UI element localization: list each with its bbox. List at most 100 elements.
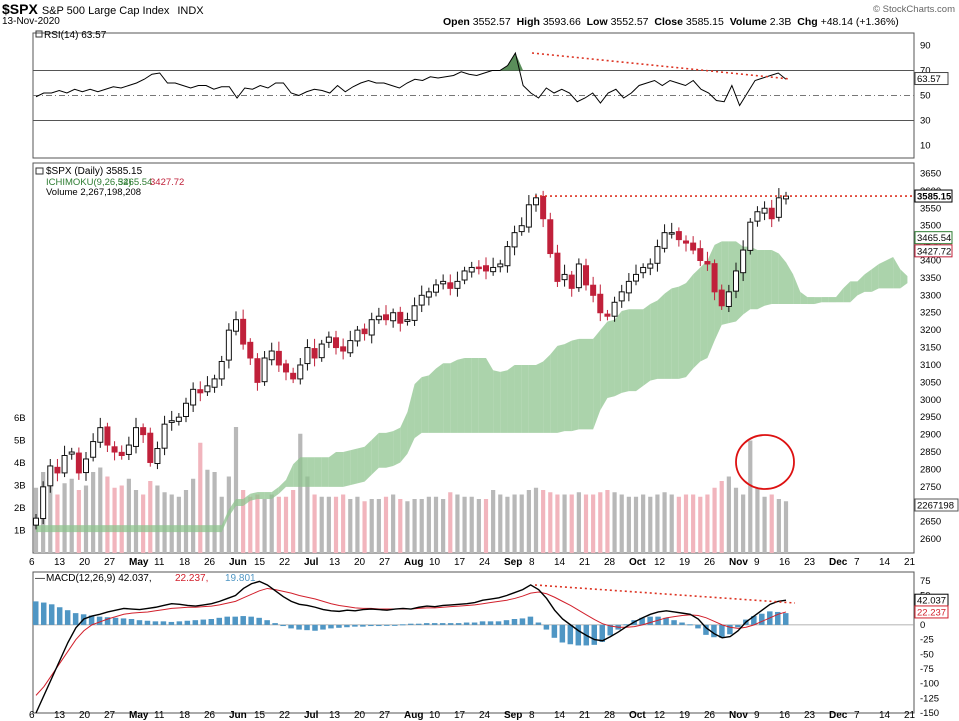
x-axis-label: 22 bbox=[279, 557, 291, 568]
volume-tick-label: 1B bbox=[14, 526, 26, 537]
ichimoku-cloud-segment bbox=[800, 291, 808, 305]
open-value: 3552.57 bbox=[472, 16, 511, 28]
volume-bar bbox=[298, 433, 303, 553]
macd-histogram-bar bbox=[455, 623, 462, 625]
volume-bar bbox=[348, 499, 353, 553]
price-tag-text: 3465.54 bbox=[917, 233, 951, 244]
macd-histogram-bar bbox=[439, 623, 446, 625]
macd-panel-frame bbox=[32, 571, 915, 714]
volume-bar bbox=[605, 490, 610, 553]
x-axis-label-bottom: 14 bbox=[879, 710, 891, 721]
ichimoku-cloud-segment bbox=[407, 384, 415, 454]
volume-bar bbox=[376, 499, 381, 553]
volume-bar bbox=[519, 494, 524, 553]
candle-body bbox=[233, 319, 239, 332]
macd-histogram-bar bbox=[48, 604, 55, 625]
macd-histogram-bar bbox=[312, 624, 318, 631]
ichimoku-cloud-segment bbox=[521, 364, 529, 433]
ichimoku-cloud-segment bbox=[814, 297, 822, 305]
macd-histogram-bar bbox=[152, 621, 159, 625]
volume-bar bbox=[176, 496, 181, 553]
price-tag-text: 2267198 bbox=[917, 501, 954, 512]
rsi-tick-label: 30 bbox=[920, 116, 931, 127]
ichimoku-cloud-segment bbox=[243, 493, 251, 506]
volume-bar bbox=[262, 499, 267, 553]
ichimoku-cloud-segment bbox=[100, 525, 108, 533]
ichimoku-cloud-segment bbox=[421, 375, 429, 433]
x-axis-label-bottom: Jun bbox=[229, 710, 247, 721]
macd-histogram-bar bbox=[144, 620, 151, 625]
volume-bar bbox=[183, 490, 189, 553]
candle-body bbox=[625, 280, 632, 294]
macd-histogram-bar bbox=[368, 624, 374, 627]
volume-bar bbox=[133, 490, 139, 553]
candle-body bbox=[440, 280, 447, 285]
volume-tick-label: 4B bbox=[14, 458, 26, 469]
ichimoku-cloud-segment bbox=[836, 288, 844, 303]
ichimoku-cloud-segment bbox=[43, 525, 51, 533]
price-tick-label: 2950 bbox=[920, 412, 941, 423]
ichimoku-cloud-segment bbox=[514, 364, 522, 433]
macd-histogram-bar bbox=[216, 617, 223, 625]
ichimoku-cloud-segment bbox=[871, 263, 879, 292]
price-tag-text: 3585.15 bbox=[917, 192, 952, 203]
x-axis-label-bottom: 27 bbox=[104, 710, 116, 721]
volume-bar bbox=[548, 492, 553, 553]
ichimoku-cloud-segment bbox=[86, 525, 94, 533]
volume-bar bbox=[562, 494, 567, 553]
volume-bar bbox=[698, 496, 703, 553]
ohlc-readout: Open 3552.57 High 3593.66 Low 3552.57 Cl… bbox=[443, 16, 899, 28]
volume-bar bbox=[583, 494, 589, 553]
macd-histogram-bar bbox=[687, 624, 693, 626]
volume-bar bbox=[312, 494, 317, 553]
ichimoku-cloud-segment bbox=[557, 344, 565, 433]
symbol-title: $SPX S&P 500 Large Cap Index INDX bbox=[2, 1, 204, 17]
x-axis-label: Sep bbox=[504, 557, 522, 568]
candle-body bbox=[383, 314, 389, 321]
low-label: Low bbox=[586, 16, 608, 28]
volume-bar bbox=[726, 476, 731, 553]
candle-body bbox=[211, 378, 218, 388]
candle-body bbox=[290, 372, 297, 380]
macd-histogram-bar bbox=[719, 624, 725, 638]
ichimoku-cloud-segment bbox=[750, 246, 758, 310]
volume-bar bbox=[169, 494, 174, 553]
ichimoku-cloud-segment bbox=[864, 269, 872, 292]
volume-bar bbox=[633, 496, 639, 553]
volume-bar bbox=[505, 496, 510, 553]
candle-body bbox=[461, 270, 468, 281]
macd-histogram-bar bbox=[328, 624, 334, 629]
candle-body bbox=[768, 207, 775, 220]
ichimoku-cloud-segment bbox=[171, 525, 179, 533]
volume-bar bbox=[783, 501, 789, 553]
macd-histogram-bar bbox=[344, 624, 350, 628]
candle-body bbox=[361, 328, 368, 335]
ichimoku-cloud-segment bbox=[64, 525, 72, 533]
macd-histogram-bar bbox=[503, 620, 510, 625]
ichimoku-cloud-segment bbox=[878, 260, 886, 289]
volume-bar bbox=[55, 494, 60, 553]
candle-body bbox=[133, 427, 139, 447]
volume-bar bbox=[591, 494, 596, 553]
x-axis-label-bottom: Aug bbox=[404, 710, 423, 721]
ichimoku-cloud-segment bbox=[900, 269, 908, 289]
candle-body bbox=[747, 221, 754, 251]
x-axis-label: Aug bbox=[404, 557, 423, 568]
volume-bar bbox=[426, 496, 431, 553]
ichimoku-cloud-segment bbox=[893, 257, 901, 289]
volume-bar bbox=[305, 476, 310, 553]
macd-histogram-bar bbox=[591, 624, 598, 645]
ichimoku-cloud-segment bbox=[364, 439, 372, 482]
volume-bar bbox=[533, 487, 539, 553]
macd-histogram-bar bbox=[751, 616, 757, 625]
volume-tick-label: 3B bbox=[14, 481, 26, 492]
volume-bar bbox=[98, 467, 103, 553]
price-legend-icon bbox=[35, 167, 44, 175]
x-axis-label-bottom: 14 bbox=[554, 710, 566, 721]
x-axis-label: Jun bbox=[229, 557, 247, 568]
macd-histogram-bar bbox=[40, 602, 47, 625]
macd-histogram-bar bbox=[400, 624, 406, 626]
ichimoku-cloud-segment bbox=[700, 260, 708, 362]
ichimoku-cloud-segment bbox=[178, 525, 186, 533]
rsi-tick-label: 10 bbox=[920, 141, 931, 152]
